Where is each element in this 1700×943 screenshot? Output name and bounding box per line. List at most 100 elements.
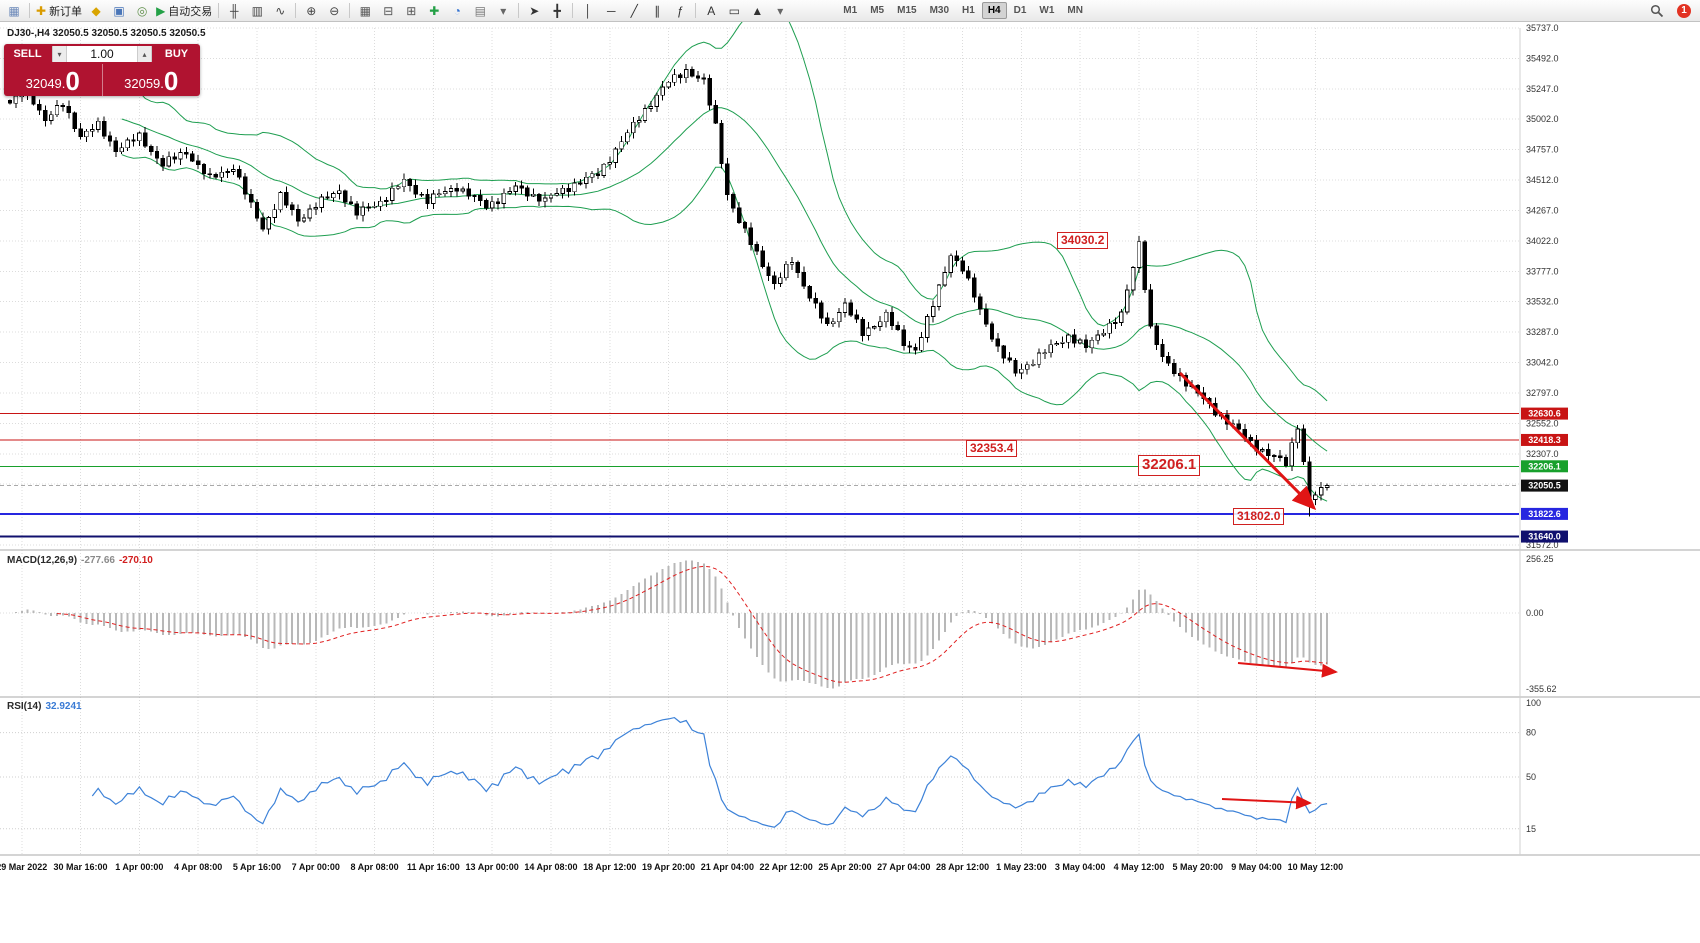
- svg-text:13 Apr 00:00: 13 Apr 00:00: [466, 862, 519, 872]
- zoom-out-icon[interactable]: ⊖: [323, 2, 345, 20]
- timeframe-MN[interactable]: MN: [1061, 2, 1089, 19]
- toolbar-separator: [518, 3, 520, 18]
- svg-text:7 Apr 00:00: 7 Apr 00:00: [292, 862, 340, 872]
- new-chart-icon[interactable]: ✚: [423, 2, 445, 20]
- svg-text:32552.0: 32552.0: [1526, 418, 1559, 428]
- shapes-tool-icon-glyph: ▲: [751, 3, 764, 18]
- bars-chart-icon[interactable]: ╫: [223, 2, 245, 20]
- horizontal-line-icon[interactable]: ─: [600, 2, 622, 20]
- svg-text:32630.6: 32630.6: [1528, 409, 1561, 419]
- svg-text:21 Apr 04:00: 21 Apr 04:00: [701, 862, 754, 872]
- price-level-lines[interactable]: [0, 413, 1519, 538]
- timeframe-W1[interactable]: W1: [1033, 2, 1060, 19]
- autotrading-button-label: 自动交易: [168, 5, 213, 18]
- new-order-button[interactable]: ✚ 新订单: [34, 2, 84, 20]
- zoom-in-icon-glyph: ⊕: [306, 3, 317, 18]
- shapes-dropdown-icon-glyph: ▾: [777, 3, 784, 18]
- one-click-trading-panel: SELL ▾ ▴ BUY 32049.0 32059.0: [4, 44, 200, 96]
- lot-decrease-button[interactable]: ▾: [52, 46, 67, 62]
- rsi-trend-arrow[interactable]: [1221, 795, 1312, 810]
- lot-size-input[interactable]: [67, 46, 137, 62]
- label-tool-icon[interactable]: ▭: [723, 2, 745, 20]
- svg-text:35247.0: 35247.0: [1526, 84, 1559, 94]
- crosshair-icon[interactable]: ╋: [546, 2, 568, 20]
- line-chart-icon-glyph: ∿: [275, 3, 286, 18]
- sell-price[interactable]: 32049. 0: [4, 64, 102, 96]
- timeframe-M1[interactable]: M1: [837, 2, 863, 19]
- shapes-tool-icon[interactable]: ▲: [746, 2, 768, 20]
- text-tool-icon[interactable]: A: [700, 2, 722, 20]
- svg-text:5 Apr 16:00: 5 Apr 16:00: [233, 862, 281, 872]
- price-annotation[interactable]: 32353.4: [966, 440, 1018, 457]
- timeframe-H4[interactable]: H4: [981, 2, 1007, 19]
- svg-text:50: 50: [1526, 772, 1536, 782]
- arrange-horizontal-icon[interactable]: ⊟: [377, 2, 399, 20]
- new-order-button-label: 新订单: [49, 5, 83, 18]
- svg-text:28 Apr 12:00: 28 Apr 12:00: [936, 862, 989, 872]
- buy-price-main: 32059.: [124, 76, 164, 91]
- svg-text:32206.1: 32206.1: [1528, 461, 1561, 471]
- svg-text:32418.3: 32418.3: [1528, 435, 1561, 445]
- line-chart-icon[interactable]: ∿: [269, 2, 291, 20]
- svg-text:33777.0: 33777.0: [1526, 266, 1559, 276]
- panel-separators[interactable]: [0, 28, 1700, 856]
- svg-text:1 Apr 00:00: 1 Apr 00:00: [115, 862, 163, 872]
- price-trend-arrow[interactable]: [1178, 371, 1317, 511]
- sell-button[interactable]: SELL: [4, 44, 51, 64]
- zoom-out-icon-glyph: ⊖: [329, 3, 340, 18]
- refresh-icon[interactable]: ◔: [446, 2, 468, 20]
- svg-text:19 Apr 20:00: 19 Apr 20:00: [642, 862, 695, 872]
- timeframe-M15[interactable]: M15: [891, 2, 922, 19]
- trendline-icon-glyph: ╱: [630, 3, 638, 18]
- buy-button[interactable]: BUY: [153, 44, 200, 64]
- sell-price-main: 32049.: [25, 76, 66, 91]
- timeframe-M30[interactable]: M30: [924, 2, 955, 19]
- price-annotation[interactable]: 34030.2: [1057, 232, 1109, 249]
- notification-badge[interactable]: 1: [1677, 3, 1691, 18]
- candles-chart-icon-glyph: ▥: [251, 3, 263, 18]
- svg-text:29 Mar 2022: 29 Mar 2022: [0, 862, 47, 872]
- navigator-icon[interactable]: ▣: [108, 2, 130, 20]
- buy-price[interactable]: 32059. 0: [101, 64, 201, 96]
- templates-icon[interactable]: ▤: [469, 2, 491, 20]
- toolbar-icons-group: ▦ ✚ 新订单 ◆ ▣ ◎ ▶ 自动交易 ╫ ▥ ∿ ⊕ ⊖ ▦ ⊟ ⊞ ✚ ◔ ▤ ▾ ➤ ╋ │ ─ ╱ ∥ ƒ A ▭ ▲ ▾: [3, 2, 791, 20]
- search-icon[interactable]: [1646, 2, 1668, 20]
- trendline-icon[interactable]: ╱: [623, 2, 645, 20]
- timeframe-D1[interactable]: D1: [1008, 2, 1033, 19]
- price-annotation[interactable]: 32206.1: [1138, 455, 1201, 476]
- lot-increase-button[interactable]: ▴: [137, 46, 152, 62]
- templates-dropdown-icon[interactable]: ▾: [492, 2, 514, 20]
- search-icon-glyph: [1650, 4, 1664, 17]
- vertical-line-icon-glyph: │: [584, 3, 593, 18]
- toolbar-separator: [695, 3, 697, 18]
- terminal-icon[interactable]: ◎: [131, 2, 153, 20]
- macd-trend-arrow[interactable]: [1237, 662, 1338, 678]
- arrange-horizontal-icon-glyph: ⊟: [383, 3, 394, 18]
- one-click-prices-row: 32049. 0 32059. 0: [4, 64, 200, 96]
- price-annotation[interactable]: 31802.0: [1233, 508, 1285, 525]
- svg-text:22 Apr 12:00: 22 Apr 12:00: [760, 862, 813, 872]
- main-chart-svg[interactable]: 35737.0 35492.0 35247.0 35002.0 34757.0 34512…: [0, 22, 1700, 943]
- zoom-in-icon[interactable]: ⊕: [300, 2, 322, 20]
- shapes-dropdown-icon[interactable]: ▾: [769, 2, 791, 20]
- one-click-top-row: SELL ▾ ▴ BUY: [4, 44, 200, 64]
- svg-text:80: 80: [1526, 728, 1536, 738]
- fibonacci-icon-glyph: ƒ: [676, 3, 684, 18]
- fibonacci-icon[interactable]: ƒ: [669, 2, 691, 20]
- market-watch-icon[interactable]: ◆: [85, 2, 107, 20]
- arrange-vertical-icon[interactable]: ⊞: [400, 2, 422, 20]
- toolbar: ▦ ✚ 新订单 ◆ ▣ ◎ ▶ 自动交易 ╫ ▥ ∿ ⊕ ⊖ ▦ ⊟ ⊞ ✚ ◔ ▤ ▾ ➤ ╋ │ ─ ╱ ∥ ƒ A ▭ ▲ ▾ M1 M…: [0, 0, 1700, 22]
- timeframe-H1[interactable]: H1: [956, 2, 981, 19]
- channel-icon[interactable]: ∥: [646, 2, 668, 20]
- vertical-line-icon[interactable]: │: [577, 2, 599, 20]
- candles-chart-icon[interactable]: ▥: [246, 2, 268, 20]
- svg-text:31822.6: 31822.6: [1528, 509, 1561, 519]
- rsi-line: [91, 716, 1328, 828]
- tile-windows-icon[interactable]: ▦: [354, 2, 376, 20]
- autotrading-button[interactable]: ▶ 自动交易: [154, 2, 214, 20]
- cursor-icon[interactable]: ➤: [523, 2, 545, 20]
- svg-text:32307.0: 32307.0: [1526, 449, 1559, 459]
- charts-window-icon[interactable]: ▦: [3, 2, 25, 20]
- toolbar-separator: [218, 3, 220, 18]
- timeframe-M5[interactable]: M5: [864, 2, 890, 19]
